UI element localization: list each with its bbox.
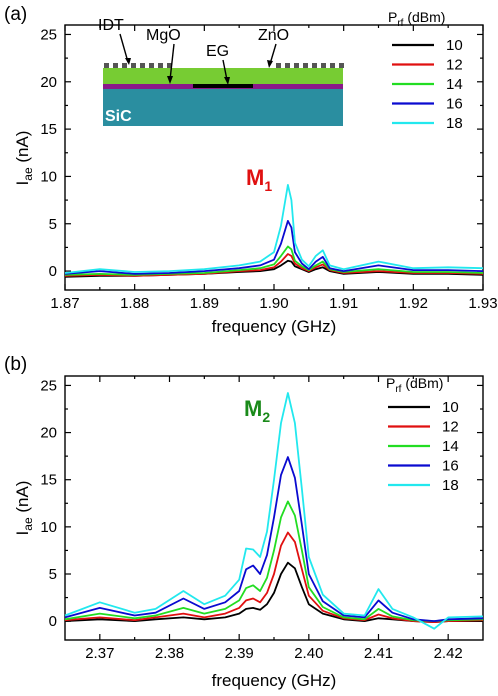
legend-title-b: Prf (dBm) [386,375,443,395]
y-axis-title-b: Iae (nA) [13,481,35,536]
peak-label-m1: M1 [246,165,272,194]
idt-finger [321,63,326,68]
idt-arrowhead [125,58,131,65]
x-tick-label: 2.39 [225,645,254,662]
peak-label-m2: M2 [244,396,270,425]
x-axis-title-b: frequency (GHz) [212,671,337,690]
x-tick-label: 2.41 [364,645,393,662]
y-tick-label: 5 [49,566,57,583]
idt-finger [113,63,118,68]
zno-label: ZnO [258,27,289,44]
device-schematic: SiC IDT MgO EG ZnO [98,17,344,126]
idt-finger [330,63,335,68]
series-line-16 [64,456,484,622]
x-tick-label: 1.87 [50,295,79,312]
idt-finger [131,63,136,68]
x-tick-label: 1.92 [399,295,428,312]
idt-label: IDT [98,17,124,34]
x-axis-title-a: frequency (GHz) [212,317,337,336]
series-line-16 [64,220,484,275]
y-tick-label: 25 [40,377,57,394]
series-line-12 [64,253,484,277]
idt-finger [140,63,145,68]
legend-label-10: 10 [446,37,463,54]
series-line-12 [64,531,484,623]
series-line-18 [64,392,484,630]
idt-finger [122,63,127,68]
eg-label: EG [206,43,229,60]
panel-a: (a) 1.87 1.88 1.89 1.90 1.91 1.92 1.93 0 5 10 15 20… [4,4,498,336]
x-tick-label: 1.89 [190,295,219,312]
ticks-a: 1.87 1.88 1.89 1.90 1.91 1.92 1.93 0 5 10 15 20 25 [40,25,498,312]
x-tick-label: 2.40 [294,645,323,662]
series-line-14 [64,245,484,276]
y-tick-label: 5 [49,216,57,233]
series-line-18 [64,184,484,274]
x-tick-label: 1.90 [259,295,288,312]
zno-arrowhead [267,60,273,68]
legend-a: Prf (dBm) 10 12 14 16 18 [388,9,463,132]
x-tick-label: 2.42 [434,645,463,662]
series-line-14 [64,500,484,622]
y-tick-label: 15 [40,472,57,489]
idt-finger [167,63,172,68]
idt-electrodes-left [104,63,172,68]
zno-layer [103,68,343,84]
series-group-b [64,392,484,630]
legend-label-14: 14 [446,76,463,93]
eg-arrow [222,59,228,81]
y-tick-label: 25 [40,26,57,43]
plot-frame-b [64,375,484,641]
mgo-arrowhead [167,76,173,84]
idt-finger [149,63,154,68]
y-tick-label: 10 [40,168,57,185]
x-tick-label: 1.93 [468,295,497,312]
idt-finger [276,63,281,68]
series-line-10 [64,561,483,623]
series-group-a [64,184,484,278]
legend-title-a: Prf (dBm) [388,9,445,29]
idt-finger [312,63,317,68]
ticks-b: 2.37 2.38 2.39 2.40 2.41 2.42 0 5 10 15 20 25 [40,376,483,662]
panel-b: (b) 2.37 2.38 2.39 2.40 2.41 2.42 0 5 10 15 20 25 P… [4,354,484,690]
y-tick-label: 0 [49,613,57,630]
eg-layer [193,84,253,88]
y-tick-label: 10 [40,519,57,536]
panel-label-b: (b) [4,354,27,375]
x-tick-label: 1.88 [120,295,149,312]
y-tick-label: 20 [40,425,57,442]
legend-label-10: 10 [442,399,459,416]
legend-label-16: 16 [442,458,459,475]
legend-label-18: 18 [442,477,459,494]
idt-electrodes-right [276,63,344,68]
y-tick-label: 15 [40,121,57,138]
y-tick-label: 20 [40,74,57,91]
idt-finger [303,63,308,68]
idt-finger [294,63,299,68]
idt-finger [339,63,344,68]
y-tick-label: 0 [49,263,57,280]
legend-label-14: 14 [442,438,459,455]
idt-finger [285,63,290,68]
sic-substrate [103,88,343,126]
y-axis-title-a: Iae (nA) [13,131,35,186]
idt-finger [158,63,163,68]
idt-finger [104,63,109,68]
mgo-label: MgO [146,27,181,44]
legend-label-12: 12 [446,57,463,74]
legend-label-16: 16 [446,96,463,113]
sic-label: SiC [105,108,132,125]
x-tick-label: 2.38 [155,645,184,662]
mgo-arrow [169,43,175,81]
eg-arrowhead [224,77,230,85]
x-tick-label: 1.91 [329,295,358,312]
legend-label-18: 18 [446,115,463,132]
panel-label-a: (a) [4,4,27,25]
legend-label-12: 12 [442,419,459,436]
x-tick-label: 2.37 [85,645,114,662]
idt-arrow [119,33,129,63]
legend-b: Prf (dBm) 10 12 14 16 18 [386,375,459,494]
